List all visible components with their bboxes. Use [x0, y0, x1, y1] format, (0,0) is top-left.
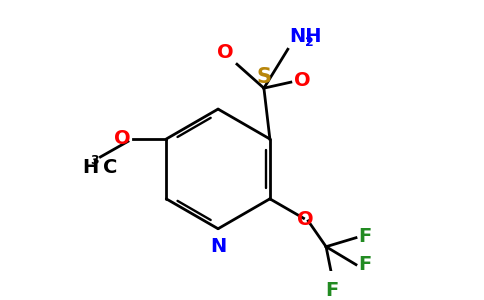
Text: S: S	[257, 67, 272, 87]
Text: O: O	[217, 43, 234, 62]
Text: O: O	[297, 209, 313, 229]
Text: O: O	[294, 71, 310, 90]
Text: 3: 3	[91, 154, 99, 167]
Text: N: N	[210, 237, 226, 256]
Text: 2: 2	[305, 36, 314, 49]
Text: C: C	[103, 158, 118, 177]
Text: F: F	[358, 227, 372, 246]
Text: O: O	[114, 130, 131, 148]
Text: F: F	[358, 255, 372, 274]
Text: F: F	[325, 281, 339, 300]
Text: NH: NH	[289, 27, 322, 46]
Text: H: H	[83, 158, 99, 177]
